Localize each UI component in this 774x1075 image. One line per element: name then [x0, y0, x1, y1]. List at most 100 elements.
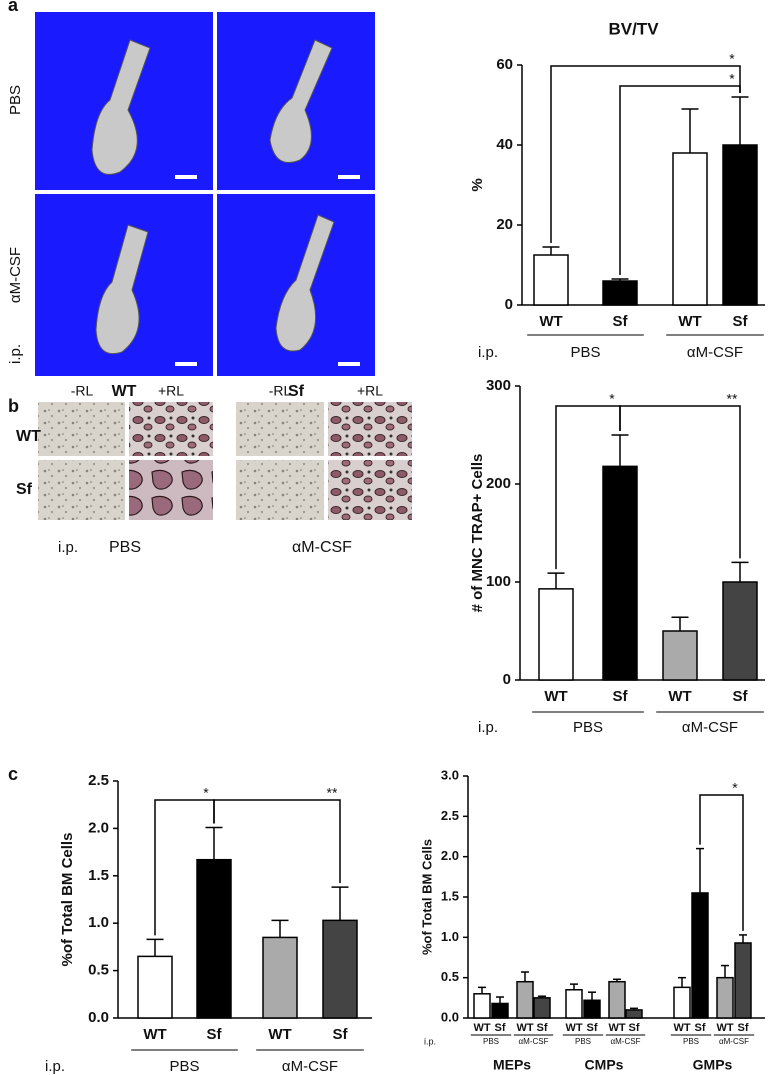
significance-label: *	[729, 51, 735, 67]
row-label: PBS	[7, 85, 24, 115]
microct-image	[35, 12, 213, 190]
bar	[262, 936, 298, 1019]
panel-letter: b	[8, 396, 19, 416]
bar	[196, 858, 232, 1019]
group-label: αM-CSF	[719, 1037, 749, 1046]
category-label: WT	[716, 1022, 733, 1034]
y-tick-label: 20	[496, 216, 513, 233]
bar	[137, 955, 173, 1019]
category-label: Sf	[495, 1022, 506, 1034]
category-label: WT	[608, 1022, 625, 1034]
category-label: Sf	[629, 1022, 640, 1034]
category-label: Sf	[613, 688, 629, 705]
col-label: WT	[112, 383, 137, 400]
y-tick-label: 0	[503, 671, 511, 688]
col-label: -RL	[71, 383, 94, 399]
y-tick-label: 2.0	[88, 819, 109, 836]
cluster-label: GMPs	[693, 1057, 733, 1073]
chart-title: BV/TV	[608, 19, 659, 38]
microct-images	[35, 12, 375, 376]
bar	[516, 980, 534, 1019]
row-label: WT	[16, 428, 41, 445]
panel-letter: a	[8, 0, 19, 15]
bar	[602, 280, 638, 306]
category-label: Sf	[613, 313, 629, 330]
col-label: +RL	[158, 383, 184, 399]
bar	[608, 980, 626, 1019]
significance-bracket	[550, 65, 741, 243]
col-label: -RL	[269, 383, 292, 399]
group-label: PBS	[483, 1037, 499, 1046]
row-prefix: i.p.	[7, 344, 24, 364]
cluster-label: MEPs	[493, 1057, 531, 1073]
bar	[602, 465, 638, 681]
category-label: WT	[673, 1022, 690, 1034]
microct-image	[217, 12, 375, 190]
y-tick-label: 0.0	[88, 1009, 109, 1026]
bar	[473, 993, 491, 1019]
category-label: WT	[668, 688, 691, 705]
category-label: WT	[473, 1022, 490, 1034]
bar	[533, 254, 569, 306]
row-label: αM-CSF	[7, 247, 24, 303]
culture-images	[38, 402, 412, 520]
category-label: WT	[565, 1022, 582, 1034]
bar	[625, 1009, 643, 1019]
y-tick-label: 2.5	[88, 772, 109, 789]
bar	[565, 989, 583, 1019]
group-label: αM-CSF	[611, 1037, 641, 1046]
significance-bracket	[619, 85, 741, 275]
significance-bracket	[213, 799, 341, 884]
bar	[734, 942, 752, 1019]
bar	[672, 152, 708, 306]
y-tick-label: 1.0	[88, 914, 109, 931]
group-label: PBS	[683, 1037, 699, 1046]
significance-label: *	[203, 785, 209, 801]
category-label: Sf	[738, 1022, 749, 1034]
y-tick-label: 300	[486, 377, 511, 394]
y-tick-label: 60	[496, 56, 513, 73]
category-label: WT	[544, 688, 567, 705]
microct-image	[35, 194, 213, 376]
category-label: Sf	[587, 1022, 598, 1034]
category-label: Sf	[537, 1022, 548, 1034]
col-label: +RL	[357, 383, 383, 399]
y-tick-label: 40	[496, 136, 513, 153]
group-label: αM-CSF	[292, 539, 352, 556]
category-label: Sf	[733, 688, 749, 705]
col-label: Sf	[288, 383, 305, 400]
y-tick-label: 1.5	[441, 888, 459, 903]
y-tick-label: 200	[486, 475, 511, 492]
group-label: PBS	[575, 1037, 591, 1046]
bar	[538, 588, 574, 681]
category-label: Sf	[733, 313, 749, 330]
bar	[691, 892, 709, 1019]
microct-image	[217, 194, 375, 376]
category-label: Sf	[333, 1026, 349, 1043]
category-label: WT	[143, 1026, 166, 1043]
y-axis-label: %of Total BM Cells	[419, 839, 434, 955]
group-label: αM-CSF	[282, 1058, 338, 1075]
row-prefix: i.p.	[58, 539, 78, 556]
panel-letter: c	[8, 764, 18, 784]
bar	[322, 919, 358, 1019]
group-label: αM-CSF	[682, 719, 738, 736]
significance-bracket	[699, 794, 744, 931]
bar	[583, 999, 601, 1019]
bar	[722, 581, 758, 681]
significance-label: *	[609, 391, 615, 407]
y-tick-label: 0.0	[441, 1009, 459, 1024]
group-label: PBS	[109, 539, 141, 556]
bar	[716, 976, 734, 1019]
category-label: WT	[678, 313, 701, 330]
bar	[673, 986, 691, 1019]
category-label: WT	[539, 313, 562, 330]
significance-label: *	[729, 71, 735, 87]
y-tick-label: 2.5	[441, 808, 459, 823]
significance-label: **	[727, 391, 738, 407]
category-label: WT	[516, 1022, 533, 1034]
group-prefix: i.p.	[478, 344, 498, 361]
group-label: PBS	[573, 719, 603, 736]
category-label: Sf	[207, 1026, 223, 1043]
